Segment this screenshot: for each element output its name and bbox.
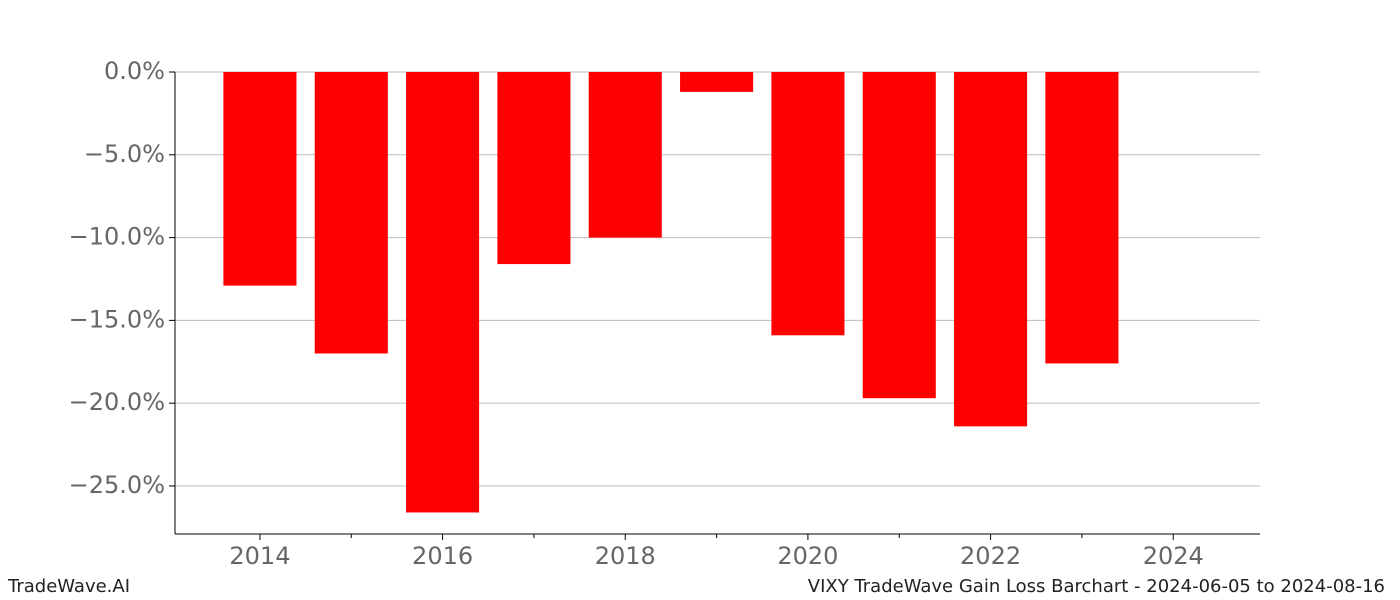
footer-caption: VIXY TradeWave Gain Loss Barchart - 2024…	[808, 576, 1385, 597]
y-tick-label: −5.0%	[84, 140, 165, 168]
x-tick-label: 2018	[595, 542, 656, 570]
bar	[1045, 72, 1119, 364]
bar	[406, 72, 480, 513]
bar	[771, 72, 845, 336]
footer-brand: TradeWave.AI	[7, 576, 130, 597]
y-tick-label: −20.0%	[69, 388, 165, 416]
bar	[588, 72, 662, 238]
x-tick-label: 2024	[1143, 542, 1204, 570]
bar	[314, 72, 388, 354]
bar	[862, 72, 936, 399]
bar	[680, 72, 754, 92]
y-tick-label: 0.0%	[104, 57, 165, 85]
bar	[954, 72, 1028, 427]
y-tick-label: −25.0%	[69, 471, 165, 499]
y-tick-label: −15.0%	[69, 305, 165, 333]
x-tick-label: 2014	[229, 542, 290, 570]
y-tick-label: −10.0%	[69, 223, 165, 251]
bar	[223, 72, 297, 286]
bar	[497, 72, 571, 265]
x-tick-label: 2016	[412, 542, 473, 570]
x-tick-label: 2020	[777, 542, 838, 570]
x-tick-label: 2022	[960, 542, 1021, 570]
